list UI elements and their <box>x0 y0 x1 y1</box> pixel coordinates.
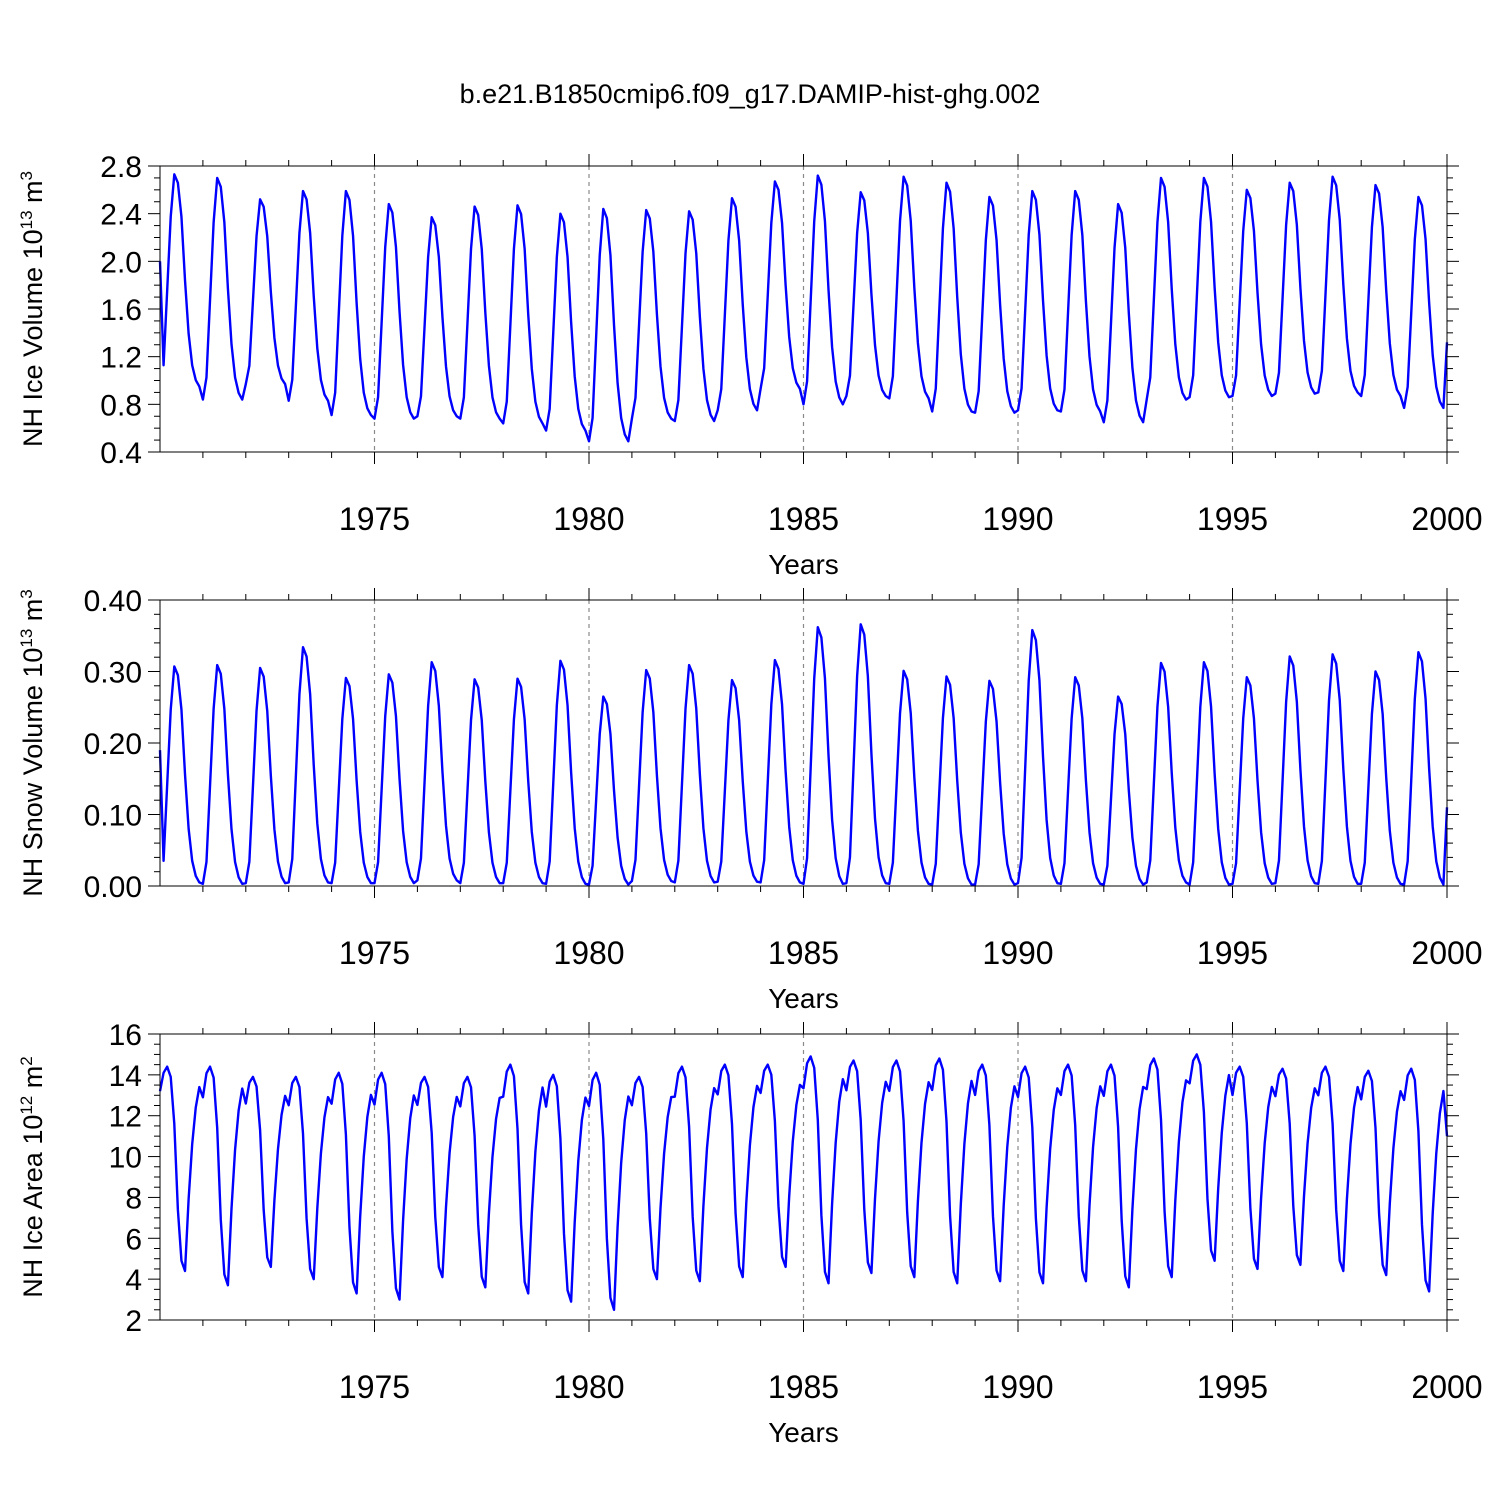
panel-ice-area: 2 4 6 8 10 12 14 16 1975 1980 1985 1990 1995 2000 Year… <box>17 1019 1483 1448</box>
series-line <box>158 173 1449 443</box>
y-tick-label: 2.4 <box>100 199 142 232</box>
x-tick-label: 1995 <box>1197 935 1268 971</box>
y-tick-label: 0.40 <box>84 585 142 618</box>
y-tick-label: 6 <box>125 1223 142 1256</box>
x-tick-label: 1975 <box>339 935 410 971</box>
x-axis-label: Years <box>768 549 839 580</box>
x-axis-label: Years <box>768 983 839 1014</box>
y-tick-label: 4 <box>125 1264 142 1297</box>
x-tick-label: 1980 <box>553 1369 624 1405</box>
y-axis-label: NH Ice Volume 1013 m3 <box>17 171 48 447</box>
y-tick-label: 0.8 <box>100 389 142 422</box>
y-tick-label: 0.10 <box>84 800 142 833</box>
y-tick-label: 8 <box>125 1182 142 1215</box>
x-tick-label: 2000 <box>1411 1369 1482 1405</box>
y-axis-label-unit-exponent: 2 <box>17 1056 36 1065</box>
y-tick-label: 16 <box>109 1019 142 1052</box>
x-axis-label: Years <box>768 1417 839 1448</box>
y-tick-label: 2.8 <box>100 151 142 184</box>
plot-frame <box>159 1033 1448 1321</box>
x-tick-label: 1975 <box>339 501 410 537</box>
x-tick-label: 1975 <box>339 1369 410 1405</box>
y-axis-label-exponent: 12 <box>17 1096 36 1115</box>
plot-frame <box>159 599 1448 887</box>
y-tick-label: 0.20 <box>84 728 142 761</box>
y-tick-label: 1.2 <box>100 342 142 375</box>
y-axis-label-unit-exponent: 3 <box>17 171 36 180</box>
x-tick-label: 1985 <box>768 501 839 537</box>
y-tick-label: 0.30 <box>84 657 142 690</box>
y-axis-label-unit-exponent: 3 <box>17 589 36 598</box>
x-tick-label: 2000 <box>1411 935 1482 971</box>
y-axis-label-text: NH Snow Volume 10 <box>18 648 48 897</box>
series-line <box>158 1053 1449 1311</box>
y-tick-label: 1.6 <box>100 294 142 327</box>
x-tick-label: 1985 <box>768 935 839 971</box>
y-axis-label-text: NH Ice Area 10 <box>18 1115 48 1298</box>
y-tick-label: 2 <box>125 1305 142 1338</box>
figure-title: b.e21.B1850cmip6.f09_g17.DAMIP-hist-ghg.… <box>460 79 1041 109</box>
x-tick-label: 1990 <box>982 501 1053 537</box>
y-axis-label-exponent: 13 <box>17 210 36 229</box>
y-tick-label: 0.4 <box>100 437 142 470</box>
x-tick-label: 1990 <box>982 935 1053 971</box>
y-tick-label: 12 <box>109 1101 142 1134</box>
x-tick-label: 1990 <box>982 1369 1053 1405</box>
x-tick-label: 1985 <box>768 1369 839 1405</box>
plot-frame <box>159 165 1448 453</box>
y-tick-label: 0.00 <box>84 871 142 904</box>
x-tick-label: 1980 <box>553 501 624 537</box>
series-line <box>158 623 1449 886</box>
y-axis-label: NH Ice Area 1012 m2 <box>17 1056 48 1297</box>
y-axis-label-exponent: 13 <box>17 629 36 648</box>
y-tick-label: 10 <box>109 1142 142 1175</box>
x-tick-label: 2000 <box>1411 501 1482 537</box>
y-axis-label-unit: m <box>18 1066 48 1096</box>
y-axis-label-unit: m <box>18 180 48 210</box>
x-tick-label: 1995 <box>1197 501 1268 537</box>
y-tick-label: 2.0 <box>100 246 142 279</box>
x-tick-label: 1980 <box>553 935 624 971</box>
x-tick-label: 1995 <box>1197 1369 1268 1405</box>
panel-ice-volume: 0.4 0.8 1.2 1.6 2.0 2.4 2.8 1975 1980 1985 1990 199… <box>17 151 1483 580</box>
y-axis-label: NH Snow Volume 1013 m3 <box>17 589 48 897</box>
y-axis-label-text: NH Ice Volume 10 <box>18 229 48 447</box>
y-axis-label-unit: m <box>18 599 48 629</box>
panel-snow-volume: 0.00 0.10 0.20 0.30 0.40 1975 1980 1985 1990 1995… <box>17 585 1483 1014</box>
y-tick-label: 14 <box>109 1060 142 1093</box>
